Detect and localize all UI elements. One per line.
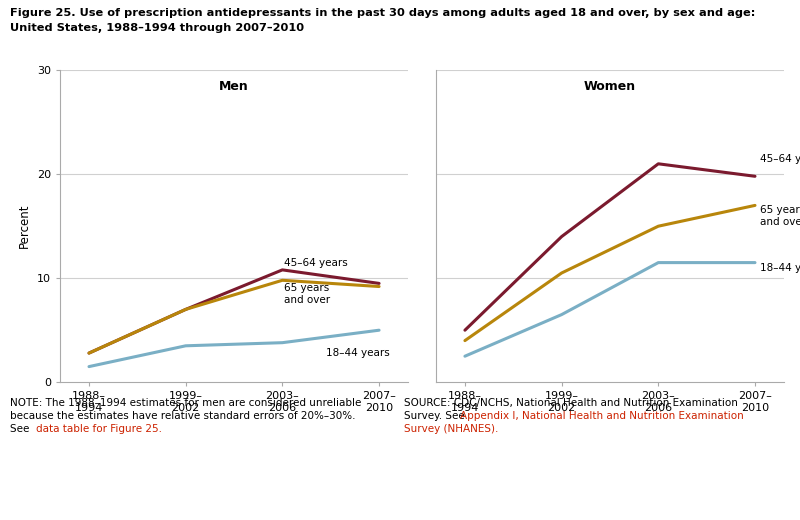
Text: Survey (NHANES).: Survey (NHANES). [404,424,498,434]
Y-axis label: Percent: Percent [18,204,31,249]
Text: 18–44 years: 18–44 years [760,263,800,273]
Text: Survey. See: Survey. See [404,411,468,421]
Text: Figure 25. Use of prescription antidepressants in the past 30 days among adults : Figure 25. Use of prescription antidepre… [10,8,756,18]
Text: 18–44 years: 18–44 years [326,348,390,358]
Text: because the estimates have relative standard errors of 20%–30%.: because the estimates have relative stan… [10,411,356,421]
Text: Men: Men [219,80,249,93]
Text: 45–64 years: 45–64 years [760,153,800,164]
Text: NOTE: The 1988–1994 estimates for men are considered unreliable: NOTE: The 1988–1994 estimates for men ar… [10,398,362,408]
Text: 65 years
and over: 65 years and over [760,205,800,227]
Text: Appendix I, National Health and Nutrition Examination: Appendix I, National Health and Nutritio… [460,411,744,421]
Text: Women: Women [584,80,636,93]
Text: data table for Figure 25.: data table for Figure 25. [36,424,162,434]
Text: 65 years
and over: 65 years and over [284,283,330,305]
Text: See: See [10,424,33,434]
Text: United States, 1988–1994 through 2007–2010: United States, 1988–1994 through 2007–20… [10,23,305,33]
Text: SOURCE: CDC/NCHS, National Health and Nutrition Examination: SOURCE: CDC/NCHS, National Health and Nu… [404,398,738,408]
Text: 45–64 years: 45–64 years [284,257,348,268]
